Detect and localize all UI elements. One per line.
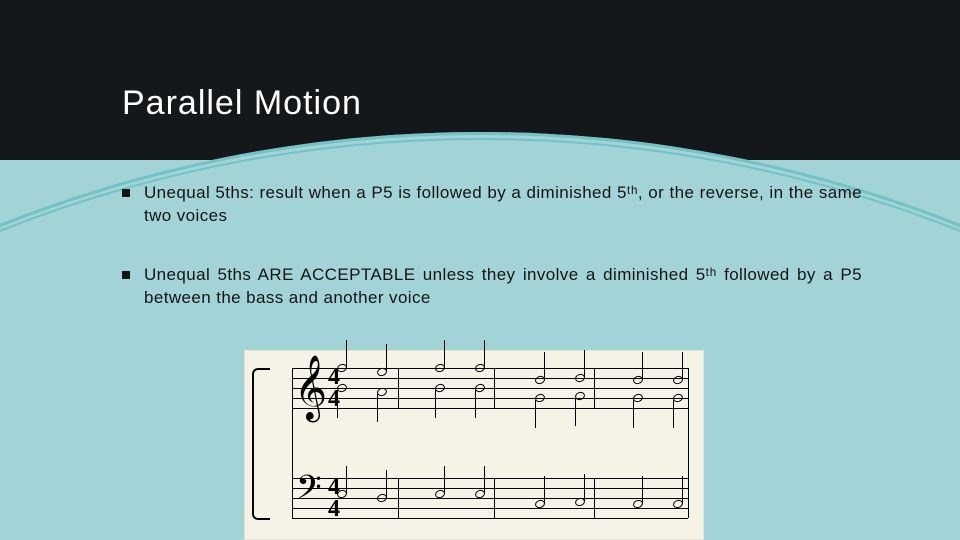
note-stem xyxy=(584,350,585,378)
note-stem xyxy=(682,352,683,380)
note-stem xyxy=(484,340,485,368)
note-stem xyxy=(435,390,436,418)
note-stem xyxy=(535,400,536,428)
bullet-marker-icon xyxy=(122,189,130,197)
note-stem xyxy=(544,352,545,380)
bass-staff xyxy=(292,478,688,518)
slide: Parallel Motion Unequal 5ths: result whe… xyxy=(0,0,960,540)
note-stem xyxy=(337,390,338,418)
note-stem xyxy=(444,340,445,368)
barline xyxy=(494,368,495,408)
treble-staff xyxy=(292,368,688,408)
note-stem xyxy=(346,340,347,368)
note-stem xyxy=(673,400,674,428)
bass-clef-icon: 𝄢 xyxy=(296,472,322,512)
slide-title: Parallel Motion xyxy=(122,84,362,123)
music-notation: 𝄞 44 𝄢 44 xyxy=(244,350,704,540)
note-stem xyxy=(444,466,445,494)
bullet-text: Unequal 5ths: result when a P5 is follow… xyxy=(144,182,862,228)
barline xyxy=(398,478,399,518)
note-stem xyxy=(584,474,585,502)
note-stem xyxy=(484,466,485,494)
note-stem xyxy=(642,352,643,380)
time-signature-bass: 44 xyxy=(328,477,340,520)
barline xyxy=(688,368,689,518)
barline xyxy=(494,478,495,518)
note-stem xyxy=(377,394,378,422)
barline xyxy=(594,368,595,408)
bullet-item: Unequal 5ths ARE ACCEPTABLE unless they … xyxy=(122,264,862,310)
treble-clef-icon: 𝄞 xyxy=(294,360,327,416)
barline xyxy=(292,368,293,518)
bullet-text: Unequal 5ths ARE ACCEPTABLE unless they … xyxy=(144,264,862,310)
bullet-marker-icon xyxy=(122,271,130,279)
note-stem xyxy=(633,400,634,428)
note-stem xyxy=(544,476,545,504)
barline xyxy=(398,368,399,408)
staff-brace-icon xyxy=(252,368,270,520)
note-stem xyxy=(682,476,683,504)
slide-body: Unequal 5ths: result when a P5 is follow… xyxy=(122,182,862,346)
barline xyxy=(594,478,595,518)
note-stem xyxy=(475,390,476,418)
note-stem xyxy=(386,470,387,498)
bullet-item: Unequal 5ths: result when a P5 is follow… xyxy=(122,182,862,228)
note-stem xyxy=(575,398,576,426)
note-stem xyxy=(386,344,387,372)
note-stem xyxy=(346,466,347,494)
note-stem xyxy=(642,476,643,504)
